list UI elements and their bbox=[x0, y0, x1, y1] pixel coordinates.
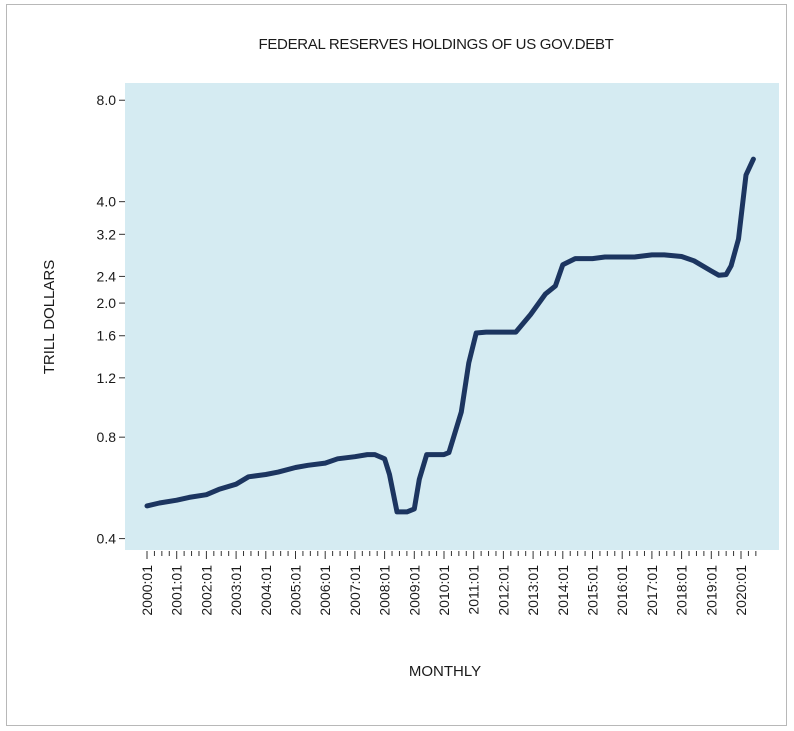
x-tick-label: 2014:01 bbox=[555, 565, 571, 616]
x-tick-label: 2013:01 bbox=[525, 565, 541, 616]
series-line-holdings bbox=[144, 156, 756, 515]
y-tick-label: 2.4 bbox=[97, 268, 117, 284]
y-tick-label: 8.0 bbox=[97, 92, 117, 108]
y-axis-label: TRILL DOLLARS bbox=[41, 260, 58, 375]
x-tick-label: 2009:01 bbox=[406, 565, 422, 616]
x-tick-label: 2016:01 bbox=[614, 565, 630, 616]
y-tick-label: 0.8 bbox=[97, 429, 117, 445]
x-axis-label: MONTHLY bbox=[409, 663, 481, 680]
x-axis: 2000:01 2001:01 2002:01 2003:01 2004:01 2005:… bbox=[139, 551, 757, 616]
x-tick-label: 2002:01 bbox=[198, 565, 214, 616]
y-tick-label: 0.4 bbox=[97, 531, 117, 547]
x-tick-label: 2003:01 bbox=[228, 565, 244, 616]
x-tick-label: 2001:01 bbox=[169, 565, 185, 616]
y-tick-label: 4.0 bbox=[97, 194, 117, 210]
x-tick-label: 2010:01 bbox=[436, 565, 452, 616]
x-tick-label: 2000:01 bbox=[139, 565, 155, 616]
chart-title: FEDERAL RESERVES HOLDINGS OF US GOV.DEBT bbox=[258, 36, 613, 53]
plot-area bbox=[125, 83, 779, 550]
x-tick-label: 2011:01 bbox=[466, 565, 482, 615]
y-tick-label: 1.2 bbox=[97, 370, 117, 386]
y-tick-label: 1.6 bbox=[97, 328, 117, 344]
x-tick-label: 2004:01 bbox=[258, 565, 274, 616]
x-tick-label: 2015:01 bbox=[585, 565, 601, 616]
y-tick-label: 2.0 bbox=[97, 295, 117, 311]
x-tick-label: 2019:01 bbox=[703, 565, 719, 616]
x-tick-label: 2005:01 bbox=[288, 565, 304, 616]
x-tick-label: 2007:01 bbox=[347, 565, 363, 616]
y-axis: 0.4 0.8 1.2 1.6 2.0 2.4 3.2 4.0 8.0 bbox=[97, 92, 125, 547]
x-tick-label: 2008:01 bbox=[377, 565, 393, 616]
y-tick-label: 3.2 bbox=[97, 226, 117, 242]
x-tick-label: 2018:01 bbox=[674, 565, 690, 616]
x-tick-label: 2017:01 bbox=[644, 565, 660, 616]
x-tick-label: 2012:01 bbox=[495, 565, 511, 616]
x-tick-label: 2006:01 bbox=[317, 565, 333, 616]
x-tick-label: 2020:01 bbox=[733, 565, 749, 616]
